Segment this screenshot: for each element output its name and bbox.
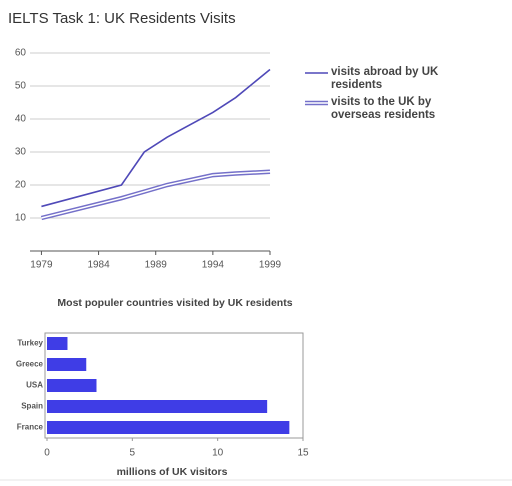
legend-label: visits abroad by UK residents xyxy=(331,66,439,91)
y-tick-label: 20 xyxy=(15,180,27,191)
y-tick-label: USA xyxy=(26,381,43,390)
x-axis-label: millions of UK visitors xyxy=(117,466,228,478)
x-tick-label: 1989 xyxy=(145,260,168,271)
x-tick-label: 0 xyxy=(44,448,50,459)
x-tick-label: 5 xyxy=(130,448,136,459)
y-tick-label: 60 xyxy=(15,48,27,59)
legend-label: visits to the UK by overseas residents xyxy=(331,96,436,121)
y-tick-label: Turkey xyxy=(17,339,43,348)
y-tick-label: 50 xyxy=(15,81,27,92)
y-tick-label: France xyxy=(17,423,44,432)
y-tick-label: 40 xyxy=(15,114,27,125)
y-tick-label: Spain xyxy=(21,402,43,411)
y-tick-label: 30 xyxy=(15,147,27,158)
chart-title: Most populer countries visited by UK res… xyxy=(57,297,292,309)
bar xyxy=(47,400,268,413)
bar xyxy=(47,337,68,350)
page-title: IELTS Task 1: UK Residents Visits xyxy=(8,10,236,27)
y-tick-label: Greece xyxy=(16,360,44,369)
x-tick-label: 10 xyxy=(212,448,224,459)
line xyxy=(41,68,271,208)
x-tick-label: 1999 xyxy=(259,260,282,271)
bar xyxy=(47,421,290,434)
x-tick-label: 1984 xyxy=(87,260,110,271)
x-tick-label: 1994 xyxy=(202,260,225,271)
y-tick-label: 10 xyxy=(15,213,27,224)
line xyxy=(40,169,271,221)
plot-frame xyxy=(44,332,304,439)
bar xyxy=(47,379,97,392)
line-inner xyxy=(41,171,271,219)
bar xyxy=(47,358,87,371)
x-tick-label: 1979 xyxy=(30,260,53,271)
x-tick-label: 15 xyxy=(297,448,309,459)
